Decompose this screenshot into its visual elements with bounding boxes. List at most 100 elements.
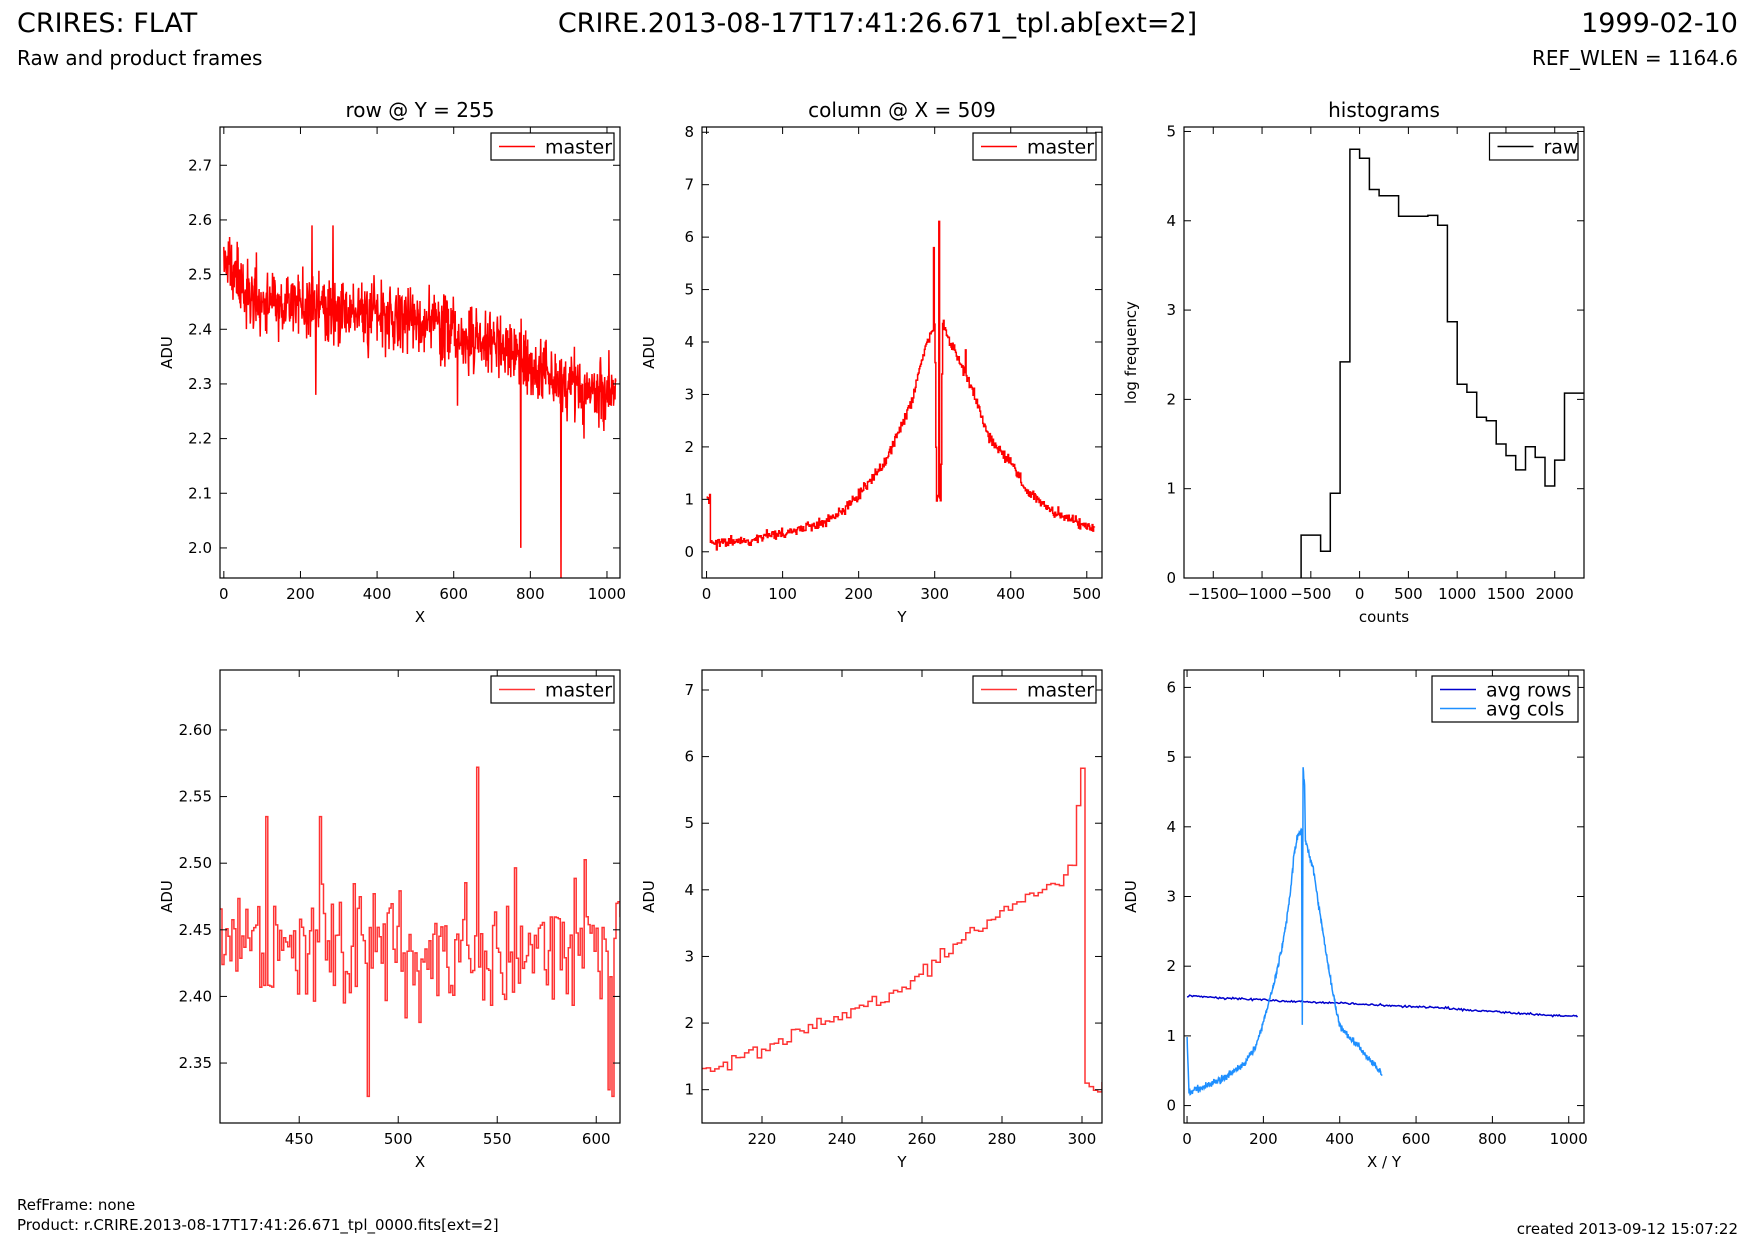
series-line-avg-rows [1186,994,1579,1018]
x-tick-label: −1000 [1237,585,1288,603]
y-tick-label: 2 [684,1014,694,1032]
x-axis-label: X [415,608,425,626]
legend: master [972,675,1097,704]
y-tick-label: 0 [684,543,694,561]
y-tick-label: 5 [1166,748,1176,766]
x-tick-label: −500 [1290,585,1331,603]
x-tick-label: 220 [748,1130,777,1148]
x-tick-label: 280 [988,1130,1017,1148]
obs-date: 1999-02-10 [1581,8,1738,39]
y-tick-label: 6 [1166,678,1176,696]
y-tick-label: 7 [684,681,694,699]
plot-frame [1183,126,1585,579]
y-tick-label: 7 [684,176,694,194]
y-tick-label: 2 [1166,957,1176,975]
created-note: created 2013-09-12 15:07:22 [1516,1220,1738,1238]
y-tick-label: 2.50 [179,854,212,872]
series-line-master [223,225,617,578]
x-axis-label: counts [1359,608,1409,626]
y-tick-label: 1 [684,1081,694,1099]
x-tick-label: 0 [1355,585,1365,603]
y-tick-label: 3 [1166,301,1176,319]
plot-frame [701,126,1103,579]
chart-p1: 0 200 400 600 800 1000 2.0 2.1 2.2 2.3 2.4 2.5 2.6 2.… [158,98,626,626]
x-tick-label: 260 [908,1130,937,1148]
chart-p4: 450 500 550 600 2.35 2.40 2.45 2.50 2.55 2.60 X ADU… [158,669,621,1171]
y-tick-label: 4 [684,333,694,351]
x-axis-label: Y [896,1153,907,1171]
series-line-raw [1300,148,1584,578]
ref-frame-note: RefFrame: none [17,1196,136,1214]
legend: master [490,132,615,161]
x-tick-label: 2000 [1536,585,1574,603]
y-tick-label: 6 [684,228,694,246]
legend-entry: raw [1544,137,1579,159]
y-tick-label: 2.0 [188,539,212,557]
x-axis-label: X / Y [1367,1153,1402,1171]
y-tick-label: 5 [1166,122,1176,140]
ref-wavelength: REF_WLEN = 1164.6 [1531,46,1738,70]
legend-entry: avg cols [1486,699,1564,721]
report-title: CRIRES: FLAT [17,8,198,39]
report-subtitle: Raw and product frames [17,46,263,70]
y-tick-label: 2.45 [179,921,212,939]
x-tick-label: 300 [920,585,949,603]
y-axis-label: ADU [640,880,658,913]
y-tick-label: 0 [1166,1097,1176,1115]
y-tick-label: 1 [1166,1027,1176,1045]
y-tick-label: 2 [684,438,694,456]
plot-frame [219,669,621,1124]
plot-title: column @ X = 509 [808,98,996,122]
y-tick-label: 4 [684,881,694,899]
x-tick-label: 600 [582,1130,611,1148]
x-tick-label: 450 [285,1130,314,1148]
x-tick-label: 200 [286,585,315,603]
plot-frame [1183,669,1585,1124]
x-tick-label: −1500 [1188,585,1239,603]
y-tick-label: 3 [684,947,694,965]
x-tick-label: 400 [1325,1130,1354,1148]
chart-p5: 220 240 260 280 300 1 2 3 4 5 6 7 Y ADU master [640,669,1103,1171]
legend: raw [1488,132,1579,161]
y-axis-label: ADU [640,336,658,369]
y-tick-label: 2.3 [188,375,212,393]
series-line-master [702,767,1102,1093]
y-tick-label: 3 [684,385,694,403]
legend-entry: avg rows [1486,680,1571,702]
plot-frame [219,126,621,579]
legend-entry: master [545,137,612,159]
x-tick-label: 800 [1478,1130,1507,1148]
legend-entry: master [545,680,612,702]
x-tick-label: 200 [844,585,873,603]
y-tick-label: 2.2 [188,430,212,448]
x-tick-label: 0 [702,585,712,603]
y-axis-label: ADU [158,336,176,369]
legend: master [972,132,1097,161]
series-line-master [220,766,620,1098]
plot-title: row @ Y = 255 [346,98,495,122]
chart-p2: 0 100 200 300 400 500 0 1 2 3 4 5 6 7 8 column @ X = 50… [640,98,1103,626]
x-tick-label: 800 [516,585,545,603]
x-axis-label: X [415,1153,425,1171]
y-tick-label: 2.4 [188,320,212,338]
y-tick-label: 2.1 [188,484,212,502]
y-tick-label: 2.55 [179,788,212,806]
x-tick-label: 550 [483,1130,512,1148]
y-tick-label: 2.60 [179,721,212,739]
y-tick-label: 2.7 [188,156,212,174]
y-tick-label: 2.5 [188,266,212,284]
x-tick-label: 1000 [1550,1130,1588,1148]
x-tick-label: 0 [219,585,229,603]
plot-title: histograms [1328,98,1440,122]
x-tick-label: 600 [439,585,468,603]
y-axis-label: ADU [158,880,176,913]
chart-p6: 0 200 400 600 800 1000 0 1 2 3 4 5 6 X / Y ADU avg rows… [1122,669,1588,1171]
y-tick-label: 2.35 [179,1054,212,1072]
x-tick-label: 1000 [588,585,626,603]
x-tick-label: 1500 [1487,585,1525,603]
y-tick-label: 3 [1166,888,1176,906]
product-note: Product: r.CRIRE.2013-08-17T17:41:26.671… [17,1216,499,1234]
y-tick-label: 6 [684,748,694,766]
legend: master [490,675,615,704]
x-tick-label: 600 [1402,1130,1431,1148]
